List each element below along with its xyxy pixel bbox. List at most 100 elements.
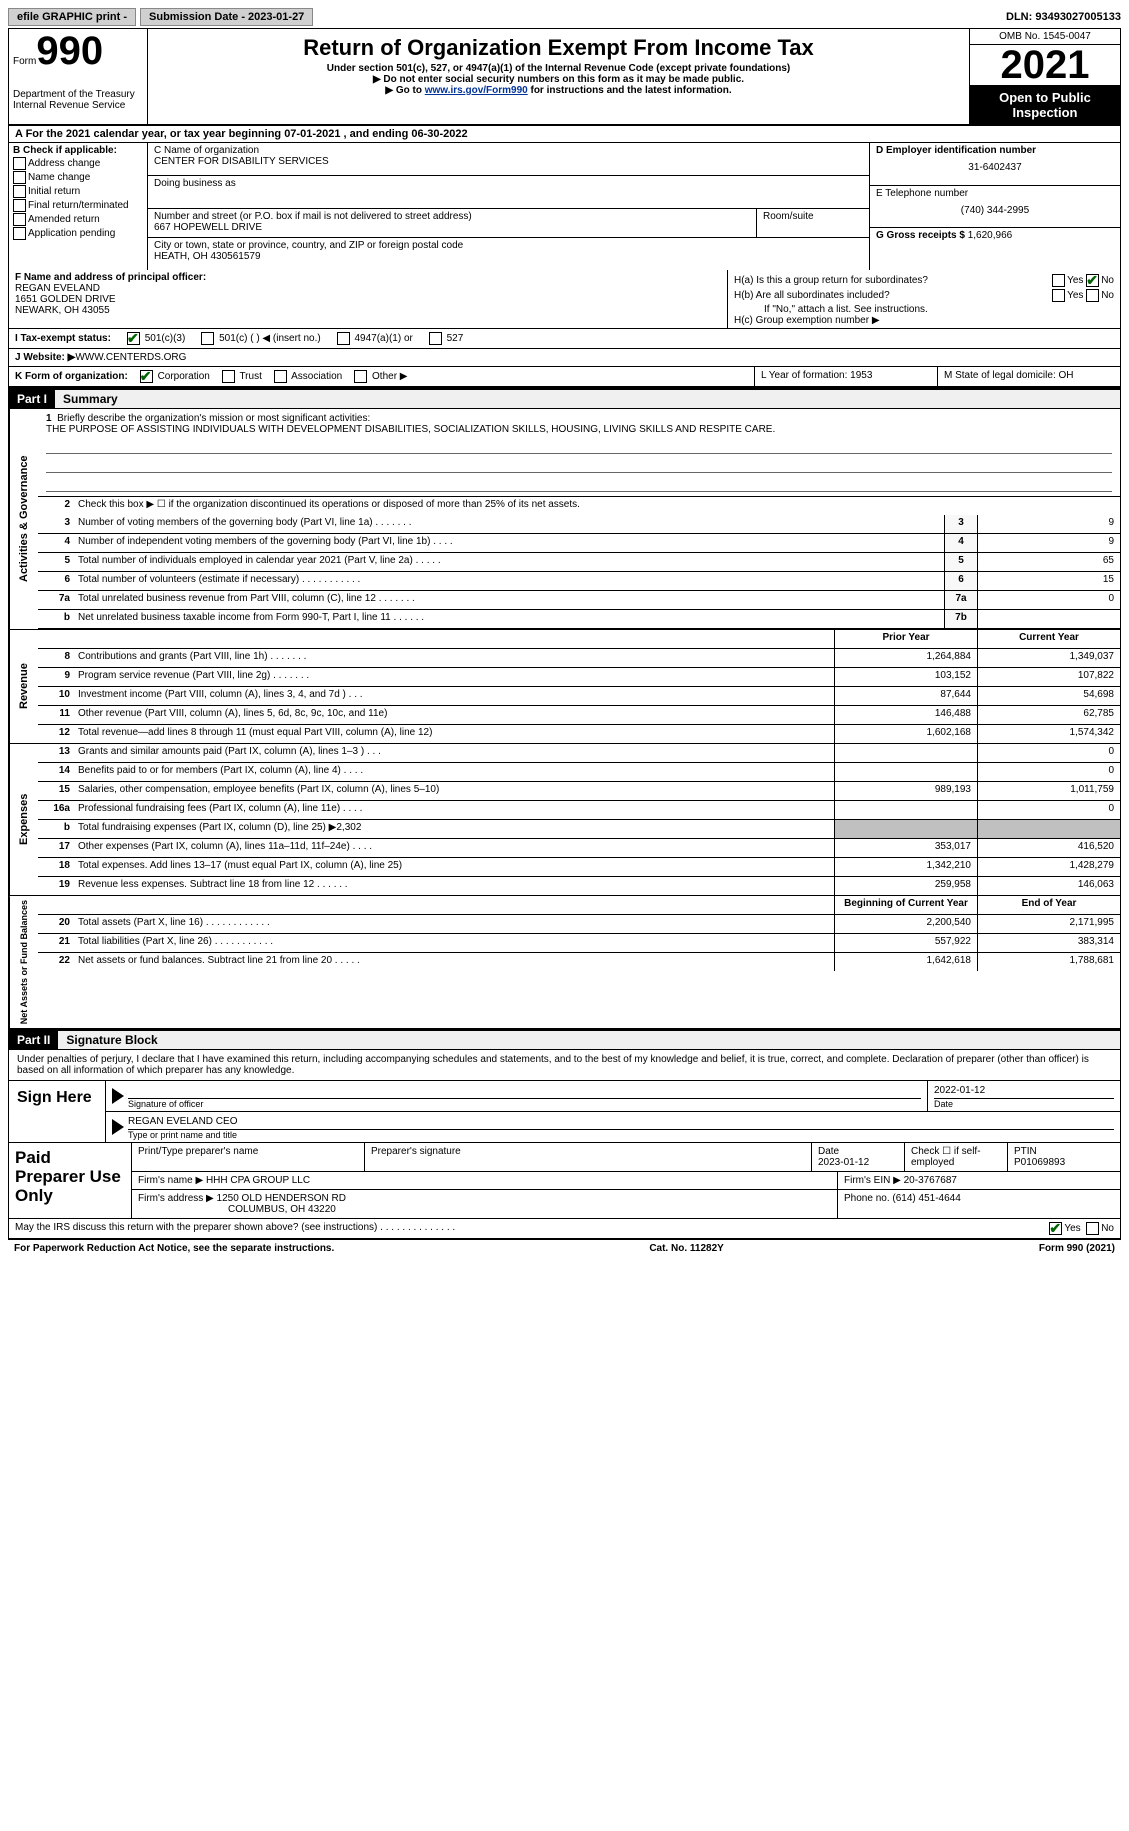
chk-assoc[interactable] xyxy=(274,370,287,383)
org-name-box: C Name of organization CENTER FOR DISABI… xyxy=(148,143,869,176)
gov-block: Activities & Governance 1 Briefly descri… xyxy=(8,409,1121,629)
ha-no[interactable] xyxy=(1086,274,1099,287)
col-h: H(a) Is this a group return for subordin… xyxy=(727,270,1120,328)
firm-addr1: 1250 OLD HENDERSON RD xyxy=(217,1193,346,1204)
sidebar-net: Net Assets or Fund Balances xyxy=(9,896,38,1028)
table-row: 7aTotal unrelated business revenue from … xyxy=(38,591,1120,610)
sign-date-label: Date xyxy=(934,1098,1114,1109)
prep-phone-label: Phone no. xyxy=(844,1193,890,1204)
chk-4947[interactable] xyxy=(337,332,350,345)
chk-final-return[interactable]: Final return/terminated xyxy=(13,199,143,212)
dln-label: DLN: 93493027005133 xyxy=(1006,11,1121,23)
chk-initial-return[interactable]: Initial return xyxy=(13,185,143,198)
city-box: City or town, state or province, country… xyxy=(148,238,869,270)
chk-527[interactable] xyxy=(429,332,442,345)
chk-501c[interactable] xyxy=(201,332,214,345)
form-number: 990 xyxy=(36,29,103,73)
cat-no: Cat. No. 11282Y xyxy=(649,1243,723,1254)
i-label: I Tax-exempt status: xyxy=(15,333,111,344)
discuss-yes[interactable] xyxy=(1049,1222,1062,1235)
col-eoy: End of Year xyxy=(977,896,1120,914)
addr-value: 667 HOPEWELL DRIVE xyxy=(154,222,750,233)
city-label: City or town, state or province, country… xyxy=(154,240,863,251)
table-row: 21Total liabilities (Part X, line 26) . … xyxy=(38,934,1120,953)
table-row: 11Other revenue (Part VIII, column (A), … xyxy=(38,706,1120,725)
table-row: 15Salaries, other compensation, employee… xyxy=(38,782,1120,801)
table-row: 22Net assets or fund balances. Subtract … xyxy=(38,953,1120,971)
ptin-val: P01069893 xyxy=(1014,1157,1065,1168)
bottom-line: For Paperwork Reduction Act Notice, see … xyxy=(8,1239,1121,1257)
irs-label: Internal Revenue Service xyxy=(13,100,143,111)
chk-address-change[interactable]: Address change xyxy=(13,157,143,170)
table-row: 6Total number of volunteers (estimate if… xyxy=(38,572,1120,591)
phone-box: E Telephone number (740) 344-2995 xyxy=(870,186,1120,229)
part2-bar: Part II Signature Block xyxy=(8,1029,1121,1050)
arrow-icon xyxy=(112,1088,124,1104)
city-value: HEATH, OH 430561579 xyxy=(154,251,863,262)
gross-box: G Gross receipts $ 1,620,966 xyxy=(870,228,1120,270)
sidebar-gov: Activities & Governance xyxy=(9,409,38,629)
efile-print-button[interactable]: efile GRAPHIC print - xyxy=(8,8,136,26)
prep-name-label: Print/Type preparer's name xyxy=(132,1143,365,1171)
table-row: 17Other expenses (Part IX, column (A), l… xyxy=(38,839,1120,858)
col-c: C Name of organization CENTER FOR DISABI… xyxy=(148,143,869,270)
ein-box: D Employer identification number 31-6402… xyxy=(870,143,1120,186)
firm-addr2: COLUMBUS, OH 43220 xyxy=(138,1204,336,1215)
table-row: 9Program service revenue (Part VIII, lin… xyxy=(38,668,1120,687)
addr-box: Number and street (or P.O. box if mail i… xyxy=(148,209,869,238)
discuss-no[interactable] xyxy=(1086,1222,1099,1235)
sign-section: Sign Here Signature of officer 2022-01-1… xyxy=(8,1081,1121,1143)
declaration-text: Under penalties of perjury, I declare th… xyxy=(8,1050,1121,1081)
chk-name-change[interactable]: Name change xyxy=(13,171,143,184)
chk-501c3[interactable] xyxy=(127,332,140,345)
f-label: F Name and address of principal officer: xyxy=(15,272,721,283)
chk-other[interactable] xyxy=(354,370,367,383)
self-emp-label: Check ☐ if self-employed xyxy=(905,1143,1008,1171)
tax-year: 2021 xyxy=(970,45,1120,86)
inspection-box: Open to Public Inspection xyxy=(970,86,1120,124)
col-boy: Beginning of Current Year xyxy=(834,896,977,914)
hb-yes[interactable] xyxy=(1052,289,1065,302)
discuss-text: May the IRS discuss this return with the… xyxy=(15,1222,455,1235)
paperwork-notice: For Paperwork Reduction Act Notice, see … xyxy=(14,1243,334,1254)
chk-amended[interactable]: Amended return xyxy=(13,213,143,226)
chk-trust[interactable] xyxy=(222,370,235,383)
row-j: J Website: ▶ WWW.CENTERDS.ORG xyxy=(8,349,1121,367)
table-row: 14Benefits paid to or for members (Part … xyxy=(38,763,1120,782)
ein-label: D Employer identification number xyxy=(876,145,1114,156)
hb-no[interactable] xyxy=(1086,289,1099,302)
paid-section: Paid Preparer Use Only Print/Type prepar… xyxy=(8,1143,1121,1219)
ha-yes[interactable] xyxy=(1052,274,1065,287)
line1-label: Briefly describe the organization's miss… xyxy=(57,413,370,424)
goto-pre: ▶ Go to xyxy=(385,85,424,96)
submission-date-button[interactable]: Submission Date - 2023-01-27 xyxy=(140,8,313,26)
part2-tag: Part II xyxy=(9,1031,58,1049)
table-row: 16aProfessional fundraising fees (Part I… xyxy=(38,801,1120,820)
table-row: 20Total assets (Part X, line 16) . . . .… xyxy=(38,915,1120,934)
rev-block: Revenue Prior Year Current Year 8Contrib… xyxy=(8,629,1121,743)
chk-app-pending[interactable]: Application pending xyxy=(13,227,143,240)
table-row: 13Grants and similar amounts paid (Part … xyxy=(38,744,1120,763)
line-a-period: A For the 2021 calendar year, or tax yea… xyxy=(8,126,1121,143)
table-row: bTotal fundraising expenses (Part IX, co… xyxy=(38,820,1120,839)
sig-label: Signature of officer xyxy=(128,1098,921,1109)
table-row: 10Investment income (Part VIII, column (… xyxy=(38,687,1120,706)
addr-label: Number and street (or P.O. box if mail i… xyxy=(154,211,750,222)
phone-value: (740) 344-2995 xyxy=(876,205,1114,216)
exp-block: Expenses 13Grants and similar amounts pa… xyxy=(8,743,1121,895)
form990-link[interactable]: www.irs.gov/Form990 xyxy=(425,85,528,96)
phone-label: E Telephone number xyxy=(876,188,1114,199)
top-bar: efile GRAPHIC print - Submission Date - … xyxy=(8,8,1121,26)
sidebar-exp: Expenses xyxy=(9,744,38,895)
officer-name: REGAN EVELAND xyxy=(15,283,721,294)
ha-label: H(a) Is this a group return for subordin… xyxy=(734,275,928,286)
gross-label: G Gross receipts $ xyxy=(876,230,965,241)
line2-text: Check this box ▶ ☐ if the organization d… xyxy=(74,497,1120,515)
sign-name-val: REGAN EVELAND CEO xyxy=(128,1116,1114,1127)
paid-left-label: Paid Preparer Use Only xyxy=(9,1143,132,1218)
chk-corp[interactable] xyxy=(140,370,153,383)
prep-phone: (614) 451-4644 xyxy=(892,1193,960,1204)
j-label: J Website: ▶ xyxy=(15,352,75,363)
warn-goto: ▶ Go to www.irs.gov/Form990 for instruct… xyxy=(152,85,965,96)
form-header: Form990 Department of the Treasury Inter… xyxy=(8,28,1121,126)
